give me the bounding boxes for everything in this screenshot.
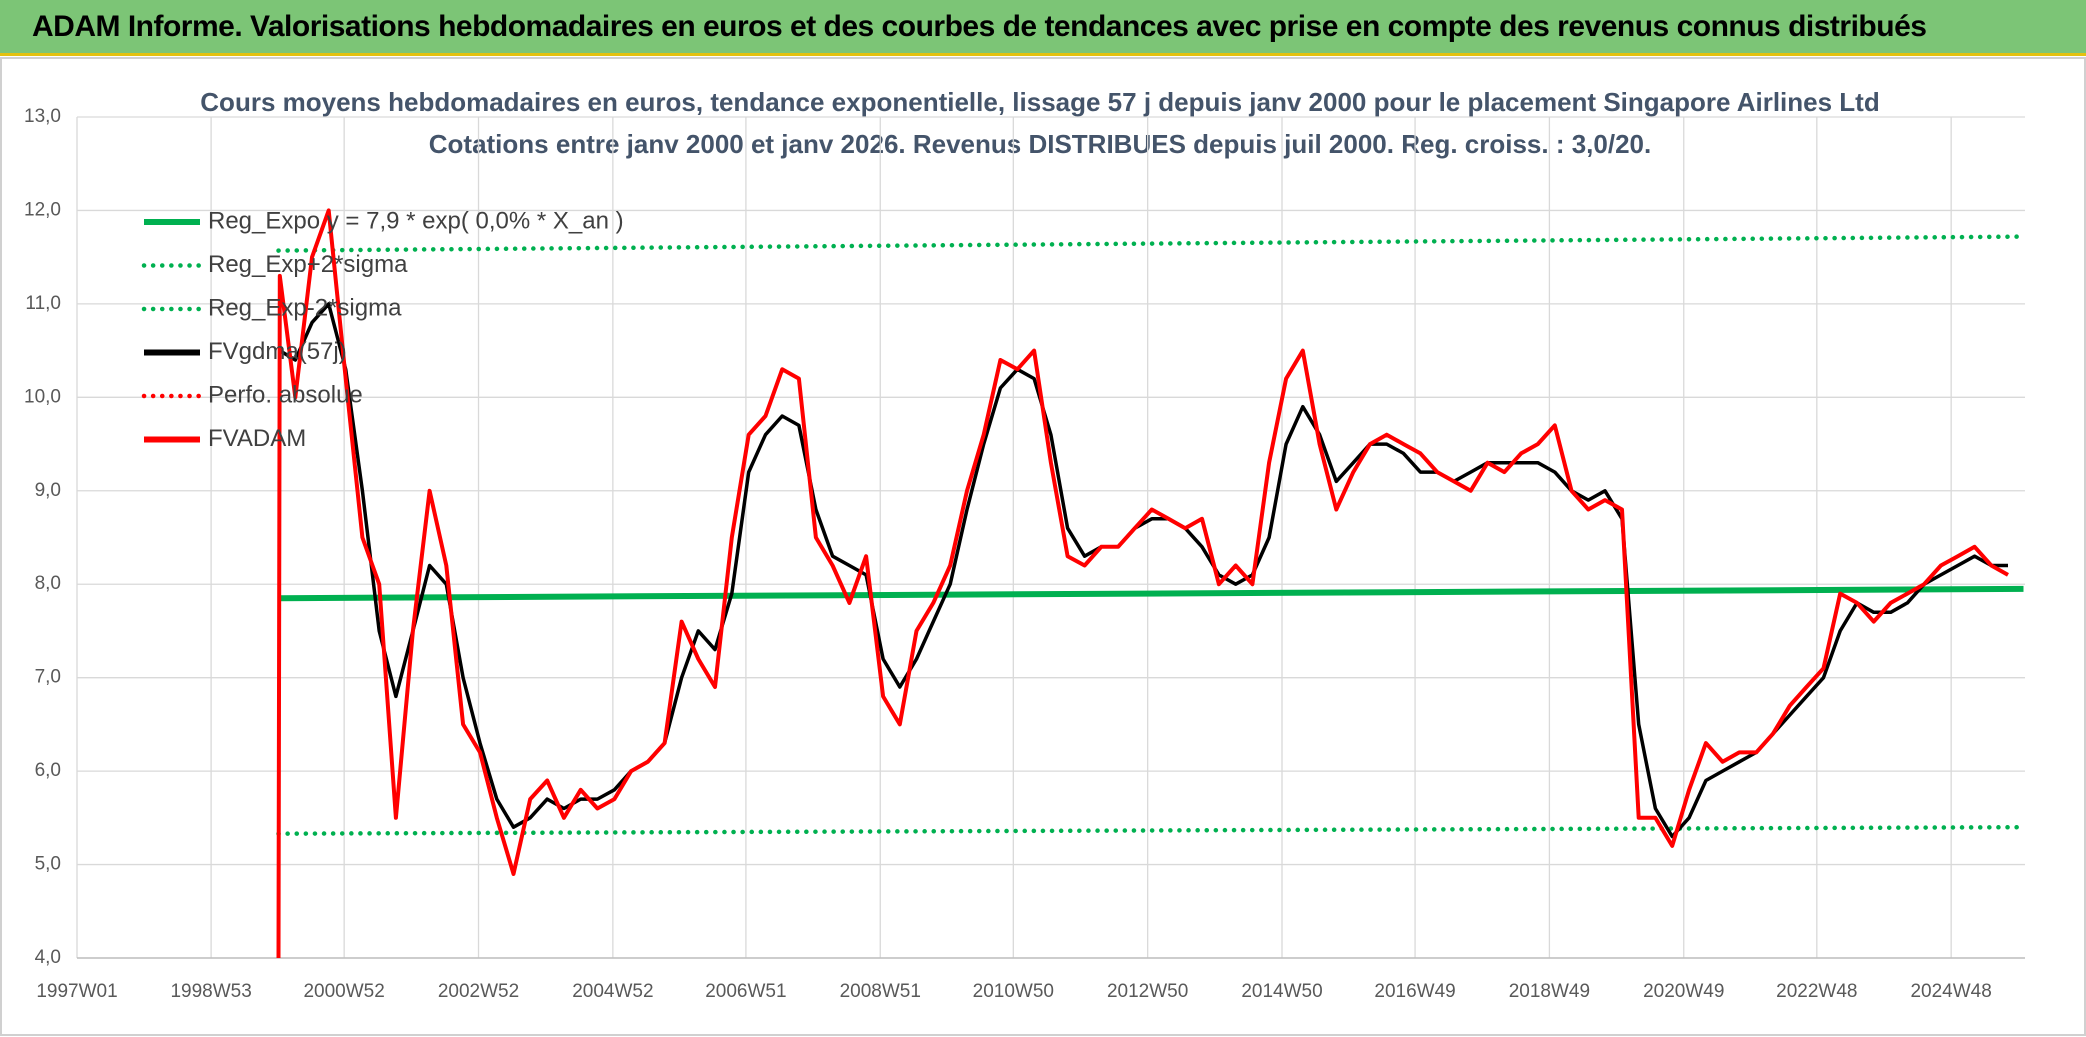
x-tick-label: 2024W48 bbox=[1910, 981, 1991, 1002]
x-tick-label: 2004W52 bbox=[572, 981, 653, 1002]
series-line bbox=[278, 302, 2008, 839]
x-tick-label: 2010W50 bbox=[973, 981, 1054, 1002]
chart: Cours moyens hebdomadaires en euros, ten… bbox=[0, 57, 2086, 1036]
y-tick-label: 5,0 bbox=[35, 854, 61, 875]
x-tick-label: 2018W49 bbox=[1509, 981, 1590, 1002]
y-tick-label: 4,0 bbox=[35, 947, 61, 968]
y-tick-label: 7,0 bbox=[35, 667, 61, 688]
series-line bbox=[278, 585, 2024, 602]
x-tick-label: 2022W48 bbox=[1776, 981, 1857, 1002]
y-tick-label: 12,0 bbox=[24, 199, 61, 220]
x-tick-label: 2012W50 bbox=[1107, 981, 1188, 1002]
x-tick-label: 2008W51 bbox=[840, 981, 921, 1002]
y-tick-label: 9,0 bbox=[35, 480, 61, 501]
header-title: ADAM Informe. Valorisations hebdomadaire… bbox=[32, 10, 1927, 43]
y-tick-label: 11,0 bbox=[25, 293, 61, 314]
chart-subtitle: Cotations entre janv 2000 et janv 2026. … bbox=[429, 129, 1651, 159]
y-tick-label: 6,0 bbox=[35, 760, 61, 781]
legend-label: Perfo. absolue bbox=[208, 381, 363, 408]
legend-label: Reg_Exp+2*sigma bbox=[208, 251, 408, 278]
legend: Reg_Expo y = 7,9 * exp( 0,0% * X_an ) Reg… bbox=[141, 207, 624, 452]
x-tick-label: 2006W51 bbox=[705, 981, 786, 1002]
x-tick-label: 1998W53 bbox=[170, 981, 251, 1002]
series-line bbox=[276, 208, 2009, 959]
legend-label: FVgdma(57j) bbox=[208, 338, 347, 365]
y-tick-label: 10,0 bbox=[24, 386, 61, 407]
series-line bbox=[276, 234, 2026, 253]
x-tick-label: 2016W49 bbox=[1374, 981, 1455, 1002]
legend-label: Reg_Exp-2*sigma bbox=[208, 294, 402, 321]
series-line bbox=[276, 824, 2026, 836]
y-tick-label: 13,0 bbox=[24, 106, 61, 127]
legend-label: FVADAM bbox=[208, 425, 306, 452]
x-tick-label: 2014W50 bbox=[1241, 981, 1322, 1002]
x-tick-label: 2002W52 bbox=[438, 981, 519, 1002]
header-bar: ADAM Informe. Valorisations hebdomadaire… bbox=[0, 0, 2086, 56]
chart-title: Cours moyens hebdomadaires en euros, ten… bbox=[200, 87, 1879, 117]
chart-frame bbox=[0, 57, 2086, 1036]
x-tick-label: 1997W01 bbox=[36, 981, 117, 1002]
y-tick-label: 8,0 bbox=[35, 573, 61, 594]
x-tick-label: 2020W49 bbox=[1643, 981, 1724, 1002]
legend-label: Reg_Expo y = 7,9 * exp( 0,0% * X_an ) bbox=[208, 207, 624, 234]
x-tick-label: 2000W52 bbox=[303, 981, 384, 1002]
